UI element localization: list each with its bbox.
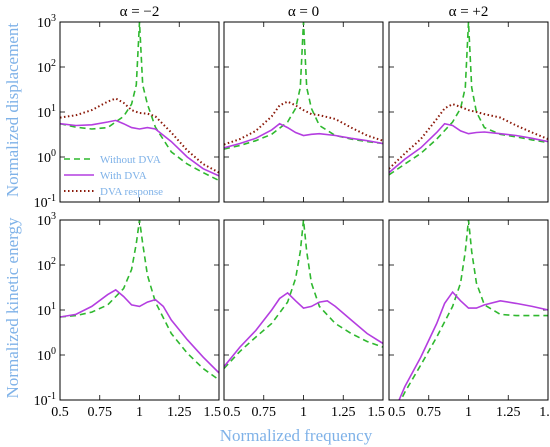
xtick-label: 1.5 — [539, 405, 550, 420]
xtick-label: 1.5 — [204, 405, 222, 420]
xtick-label: 1 — [465, 405, 472, 420]
panel-1: α = −2 10-1 100 101 102 103 Without DVA With DV… — [34, 4, 220, 211]
ylabel-top: Normalized displacement — [3, 23, 22, 197]
ytick-label: 101 — [37, 103, 56, 121]
series-without-dva — [224, 220, 383, 370]
panel-frame — [223, 219, 384, 401]
panel-frame — [388, 219, 549, 401]
ylabel-bottom: Normalized kinetic energy — [3, 217, 22, 398]
series-without-dva — [60, 220, 219, 381]
series-dva-response — [389, 103, 548, 170]
xlabel: Normalized frequency — [220, 426, 373, 445]
panels-group: α = −2 10-1 100 101 102 103 Without DVA With DV… — [34, 4, 550, 420]
ytick-label: 10-1 — [34, 193, 56, 211]
series-group — [224, 220, 383, 370]
series-with-dva — [60, 119, 219, 177]
xtick-label: 0.5 — [51, 405, 69, 420]
xtick-label: 0.5 — [388, 405, 406, 420]
legend-label: With DVA — [100, 170, 147, 182]
xtick-label: 0.75 — [88, 405, 113, 420]
ytick-label: 103 — [37, 13, 56, 31]
panel-5: 0.5 0.75 1 1.25 1.5 — [223, 219, 386, 420]
series-group — [60, 220, 219, 381]
xtick-label: 1.25 — [496, 405, 521, 420]
ytick-label: 101 — [37, 301, 56, 319]
ytick-label: 100 — [37, 346, 56, 364]
series-without-dva — [389, 22, 548, 176]
panel-frame — [388, 21, 549, 203]
panel-title: α = +2 — [449, 4, 489, 20]
series-group — [389, 22, 548, 176]
panel-3: α = +2 — [388, 4, 549, 203]
panel-2: α = 0 — [223, 4, 384, 203]
ytick-label: 10-1 — [34, 391, 56, 409]
series-without-dva — [60, 22, 219, 182]
xtick-label: 1.25 — [167, 405, 192, 420]
panel-6: 0.5 0.75 1 1.25 1.5 — [388, 219, 550, 420]
xtick-label: 1.5 — [368, 405, 386, 420]
xtick-label: 1.25 — [331, 405, 356, 420]
series-dva-response — [224, 100, 383, 146]
xtick-label: 1 — [136, 405, 143, 420]
series-with-dva — [60, 288, 219, 374]
series-with-dva — [224, 122, 383, 149]
series-group — [224, 22, 383, 150]
series-with-dva — [398, 290, 548, 400]
panel-title: α = −2 — [120, 4, 160, 20]
xtick-label: 0.5 — [223, 405, 241, 420]
panel-frame — [223, 21, 384, 203]
series-without-dva — [400, 220, 548, 400]
panel-title: α = 0 — [288, 4, 319, 20]
ytick-label: 100 — [37, 148, 56, 166]
panel-frame — [59, 219, 220, 401]
series-with-dva — [389, 122, 548, 174]
xtick-label: 0.75 — [417, 405, 442, 420]
legend-label: DVA response — [100, 186, 163, 198]
legend: Without DVA With DVA DVA response — [64, 154, 163, 198]
xtick-label: 0.75 — [252, 405, 277, 420]
panel-4: 10-1 100 101 102 103 0.5 0.75 1 1.25 1.5 — [34, 211, 221, 420]
series-without-dva — [224, 22, 383, 150]
series-group — [60, 22, 219, 182]
legend-label: Without DVA — [100, 154, 161, 166]
xtick-label: 1 — [300, 405, 307, 420]
series-with-dva — [224, 291, 383, 368]
panel-frame — [59, 21, 220, 203]
ytick-label: 102 — [37, 256, 56, 274]
ytick-label: 102 — [37, 58, 56, 76]
series-group — [398, 220, 548, 400]
ytick-label: 103 — [37, 211, 56, 229]
